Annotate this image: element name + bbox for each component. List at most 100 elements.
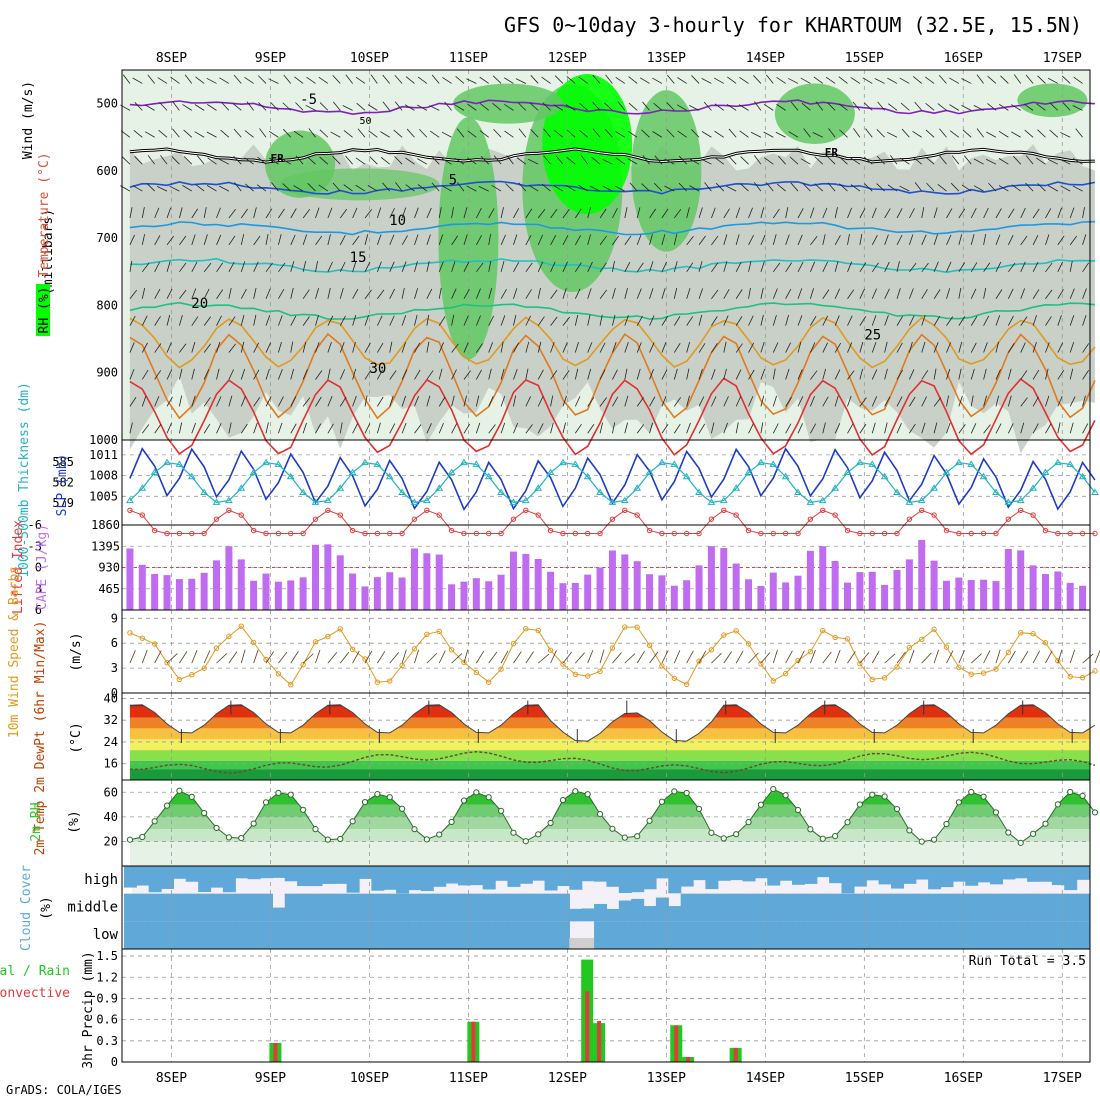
wind-barb <box>183 156 193 165</box>
wind-barb <box>146 183 155 192</box>
cloud-middle <box>544 893 558 922</box>
wind-marker <box>770 678 776 684</box>
wind-barb <box>834 261 839 272</box>
wind-barb <box>587 368 592 380</box>
wind-barb <box>908 341 913 353</box>
wind-barb <box>1045 262 1053 273</box>
cloud-middle <box>136 893 150 922</box>
wind-barb <box>938 74 947 84</box>
wind-barb <box>896 288 901 299</box>
wind-barb <box>776 183 786 192</box>
wind-barb <box>380 157 390 165</box>
wind-barb <box>265 262 273 273</box>
wind-marker <box>374 679 381 685</box>
wind-barb <box>159 102 168 111</box>
wind-barb <box>429 130 440 138</box>
wind-barb <box>925 156 935 165</box>
wind-barb <box>723 288 730 299</box>
cloud-low <box>371 921 385 949</box>
cloud-low <box>903 921 917 949</box>
cloud-middle <box>309 893 323 922</box>
cape-bar <box>1004 549 1012 610</box>
thickness-tick: 579 <box>52 496 74 510</box>
thickness-marker <box>138 484 147 491</box>
wind-barb <box>147 155 155 165</box>
rh2m-marker <box>300 806 307 813</box>
wind-barb <box>475 369 482 380</box>
wind-barb <box>253 314 257 326</box>
cloud-middle <box>742 893 756 922</box>
wind-barb <box>543 128 551 138</box>
wind-barb <box>191 208 199 219</box>
wind-barb <box>550 208 558 219</box>
wind-barb <box>194 131 205 138</box>
cape-bar <box>1029 565 1037 610</box>
wind-barb <box>896 208 903 219</box>
wind-barb <box>1045 208 1052 219</box>
wind-barb <box>871 207 877 219</box>
wind-barb <box>1032 341 1037 353</box>
precip-convective-bar <box>471 1021 476 1062</box>
wind-barb <box>290 234 296 246</box>
wind-barb <box>550 235 557 246</box>
thickness-marker <box>1078 472 1087 480</box>
rh-key <box>36 284 50 336</box>
wind-marker <box>547 647 554 653</box>
wind-barb <box>748 342 755 353</box>
thickness-marker <box>979 472 988 480</box>
wind-barb <box>863 102 873 111</box>
cape-bar <box>683 580 691 610</box>
wind-barb <box>191 341 196 353</box>
wind-barb <box>1036 157 1046 165</box>
precip-convective-bar <box>585 991 590 1062</box>
thickness-marker <box>212 498 221 505</box>
wind-barb <box>641 183 650 192</box>
wind-barb <box>890 155 898 165</box>
surface-wind-barb <box>1082 653 1094 664</box>
wind-barb <box>797 208 804 219</box>
date-label-bottom: 8SEP <box>156 1071 187 1086</box>
surface-wind-barb <box>240 649 246 664</box>
wind-barb <box>154 207 160 219</box>
li-marker <box>696 530 702 537</box>
cloud-middle <box>878 893 892 922</box>
cloud-high <box>358 866 372 879</box>
surface-wind-barb <box>884 653 896 664</box>
cape-bar <box>373 577 381 610</box>
wind-marker <box>584 673 591 679</box>
wind-barb <box>661 396 667 407</box>
wind-barb <box>1011 184 1021 192</box>
wind-barb <box>179 368 183 380</box>
wind-barb <box>1045 368 1049 380</box>
wind-barb <box>970 316 978 326</box>
wind-barb <box>302 316 310 326</box>
wind-barb <box>776 103 786 111</box>
wind-barb <box>801 102 811 111</box>
wind-barb <box>592 74 601 84</box>
wind-barb <box>933 261 939 272</box>
wind-barb <box>629 182 638 192</box>
wind-barb <box>983 234 987 245</box>
wind-barb <box>134 156 143 165</box>
surface-wind-barb <box>983 650 991 664</box>
wind-barb <box>834 342 842 353</box>
wind-barb <box>525 235 532 246</box>
cloud-middle <box>668 906 682 922</box>
surface-wind-barb <box>451 653 463 664</box>
wind-barb <box>871 315 877 326</box>
cloud-low <box>532 921 546 949</box>
rh2m-marker <box>411 826 418 833</box>
wind-barb <box>463 423 471 434</box>
rh-tick: 60 <box>104 785 118 799</box>
cape-bar <box>472 578 480 610</box>
thickness-marker <box>435 484 444 491</box>
wind-barb <box>1032 289 1040 299</box>
wind-marker <box>993 666 999 672</box>
surface-wind-barb <box>414 649 419 664</box>
wind-barb <box>995 341 999 353</box>
wind-barb <box>574 341 579 353</box>
wind-marker <box>164 660 170 666</box>
wind-barb <box>431 182 440 192</box>
cloud-high <box>989 866 1003 885</box>
cloud-high <box>915 866 929 880</box>
